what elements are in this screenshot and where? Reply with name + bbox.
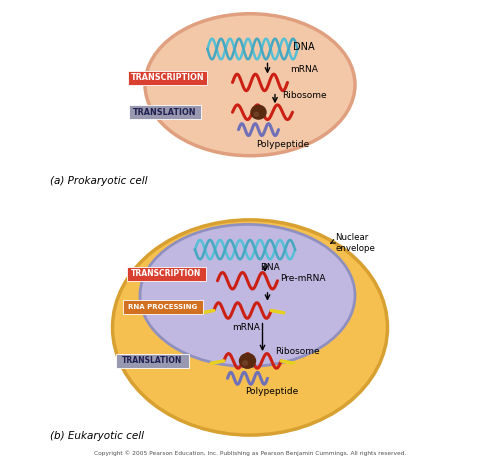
FancyBboxPatch shape xyxy=(129,105,201,119)
Text: DNA: DNA xyxy=(292,42,314,52)
Text: Ribosome: Ribosome xyxy=(275,347,320,356)
Circle shape xyxy=(251,105,266,119)
Text: RNA PROCESSING: RNA PROCESSING xyxy=(128,304,198,310)
Text: Ribosome: Ribosome xyxy=(282,91,327,100)
Text: Nuclear
envelope: Nuclear envelope xyxy=(335,233,375,253)
Circle shape xyxy=(242,361,248,365)
Circle shape xyxy=(254,112,258,116)
Text: Polypeptide: Polypeptide xyxy=(256,140,309,149)
Ellipse shape xyxy=(112,220,388,435)
Text: mRNA: mRNA xyxy=(232,323,260,333)
Text: Copyright © 2005 Pearson Education, Inc. Publishing as Pearson Benjamin Cummings: Copyright © 2005 Pearson Education, Inc.… xyxy=(94,450,406,456)
Text: TRANSLATION: TRANSLATION xyxy=(133,108,197,117)
Text: DNA: DNA xyxy=(260,263,280,273)
Text: mRNA: mRNA xyxy=(290,65,318,74)
Circle shape xyxy=(240,354,256,368)
FancyBboxPatch shape xyxy=(127,267,206,281)
FancyBboxPatch shape xyxy=(123,300,203,314)
Text: (b) Eukaryotic cell: (b) Eukaryotic cell xyxy=(50,431,144,441)
Text: TRANSCRIPTION: TRANSCRIPTION xyxy=(130,73,204,82)
Ellipse shape xyxy=(145,14,355,156)
FancyBboxPatch shape xyxy=(116,354,188,368)
Text: TRANSCRIPTION: TRANSCRIPTION xyxy=(132,269,202,278)
Ellipse shape xyxy=(140,224,355,366)
Text: Polypeptide: Polypeptide xyxy=(245,387,298,397)
Text: (a) Prokaryotic cell: (a) Prokaryotic cell xyxy=(50,176,148,186)
Text: Pre-mRNA: Pre-mRNA xyxy=(280,274,326,283)
FancyBboxPatch shape xyxy=(128,71,208,85)
Text: TRANSLATION: TRANSLATION xyxy=(122,356,182,365)
